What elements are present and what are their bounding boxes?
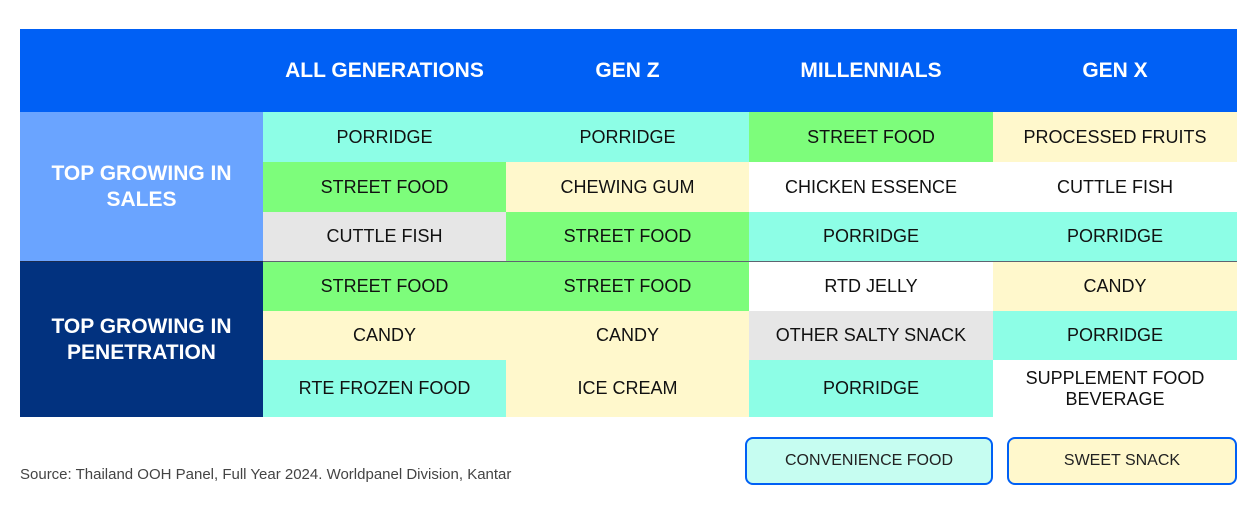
table-cell: CHEWING GUM: [506, 162, 749, 212]
table-cell: PORRIDGE: [506, 112, 749, 162]
header-all-generations: ALL GENERATIONS: [263, 29, 506, 112]
table-cell: STREET FOOD: [506, 261, 749, 311]
legend-convenience-food: CONVENIENCE FOOD: [745, 437, 993, 485]
table-cell: CHICKEN ESSENCE: [749, 162, 993, 212]
table-cell: PORRIDGE: [263, 112, 506, 162]
table-cell: CANDY: [263, 311, 506, 360]
table-cell: CANDY: [506, 311, 749, 360]
table-cell: STREET FOOD: [749, 112, 993, 162]
table-cell: PORRIDGE: [749, 360, 993, 417]
source-note: Source: Thailand OOH Panel, Full Year 20…: [20, 466, 512, 483]
table-cell: CUTTLE FISH: [263, 212, 506, 261]
table-cell: SUPPLEMENT FOOD BEVERAGE: [993, 360, 1237, 417]
table-cell: PORRIDGE: [749, 212, 993, 261]
table-cell: PORRIDGE: [993, 212, 1237, 261]
generation-growth-table: ALL GENERATIONS GEN Z MILLENNIALS GEN X …: [20, 29, 1237, 417]
header-gen-x: GEN X: [993, 29, 1237, 112]
table-cell: OTHER SALTY SNACK: [749, 311, 993, 360]
table-cell: STREET FOOD: [506, 212, 749, 261]
table-cell: STREET FOOD: [263, 162, 506, 212]
table-cell: RTD JELLY: [749, 261, 993, 311]
table-cell: STREET FOOD: [263, 261, 506, 311]
table-cell: CUTTLE FISH: [993, 162, 1237, 212]
header-gen-z: GEN Z: [506, 29, 749, 112]
table-cell: CANDY: [993, 261, 1237, 311]
table-cell: PORRIDGE: [993, 311, 1237, 360]
table-cell: RTE FROZEN FOOD: [263, 360, 506, 417]
table-cell: PROCESSED FRUITS: [993, 112, 1237, 162]
legend-sweet-snack: SWEET SNACK: [1007, 437, 1237, 485]
header-millennials: MILLENNIALS: [749, 29, 993, 112]
row-label-top-growing-penetration: TOP GROWING IN PENETRATION: [20, 261, 263, 417]
header-corner: [20, 29, 263, 112]
table-cell: ICE CREAM: [506, 360, 749, 417]
row-label-top-growing-sales: TOP GROWING IN SALES: [20, 112, 263, 261]
